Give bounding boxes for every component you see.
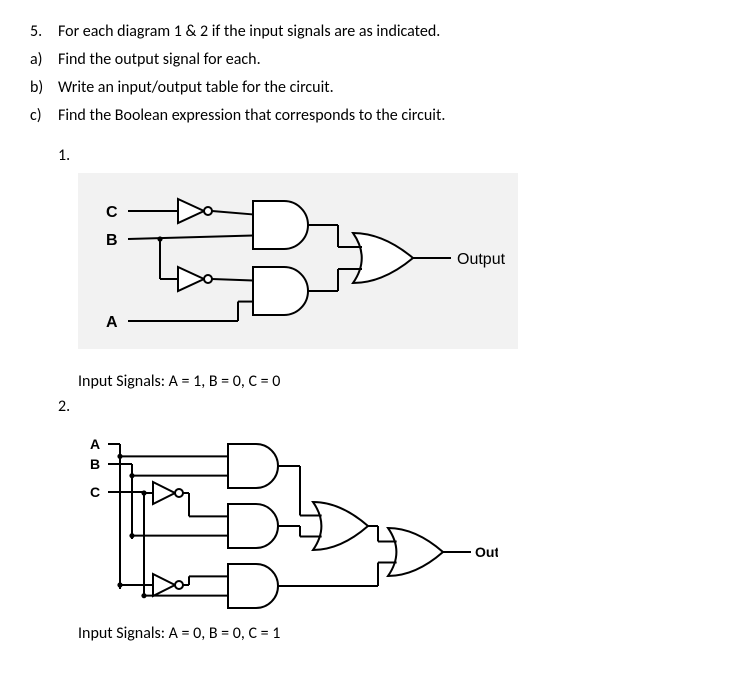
question-stem-line: 5. For each diagram 1 & 2 if the input s… bbox=[30, 20, 703, 44]
diagram-2-number: 2. bbox=[58, 397, 703, 416]
part-text: Find the Boolean expression that corresp… bbox=[58, 104, 445, 128]
part-label: b) bbox=[30, 76, 58, 100]
diagram-1-box: CB A Output bbox=[78, 173, 518, 349]
diagram-1-section: 1. CB A Output Input Signals: A = 1, B = 0… bbox=[58, 146, 703, 391]
svg-text:B: B bbox=[106, 232, 118, 249]
diagram-2-input-signals: Input Signals: A = 0, B = 0, C = 1 bbox=[78, 624, 703, 643]
svg-text:A: A bbox=[106, 314, 118, 331]
part-label: c) bbox=[30, 104, 58, 128]
question-number: 5. bbox=[30, 20, 58, 44]
part-text: Write an input/output table for the circ… bbox=[58, 76, 334, 100]
question-part-c: c) Find the Boolean expression that corr… bbox=[30, 104, 703, 128]
question-part-a: a) Find the output signal for each. bbox=[30, 48, 703, 72]
svg-text:Output: Output bbox=[457, 251, 506, 268]
diagram-1-number: 1. bbox=[58, 146, 703, 165]
svg-text:C: C bbox=[106, 204, 118, 221]
circuit-diagram-1: CB A Output bbox=[88, 181, 508, 341]
part-label: a) bbox=[30, 48, 58, 72]
svg-text:Output: Output bbox=[475, 544, 498, 560]
diagram-1-input-signals: Input Signals: A = 1, B = 0, C = 0 bbox=[78, 372, 703, 391]
question-block: 5. For each diagram 1 & 2 if the input s… bbox=[30, 20, 703, 128]
diagram-2-box: ABC Output bbox=[78, 424, 703, 614]
svg-text:C: C bbox=[90, 484, 100, 500]
diagram-2-section: 2. ABC Output Input Signals: A = 0, B = 0… bbox=[58, 397, 703, 643]
question-stem: For each diagram 1 & 2 if the input sign… bbox=[58, 20, 440, 44]
svg-text:A: A bbox=[90, 436, 100, 452]
question-part-b: b) Write an input/output table for the c… bbox=[30, 76, 703, 100]
circuit-diagram-2: ABC Output bbox=[78, 424, 498, 614]
part-text: Find the output signal for each. bbox=[58, 48, 261, 72]
svg-text:B: B bbox=[90, 456, 100, 472]
